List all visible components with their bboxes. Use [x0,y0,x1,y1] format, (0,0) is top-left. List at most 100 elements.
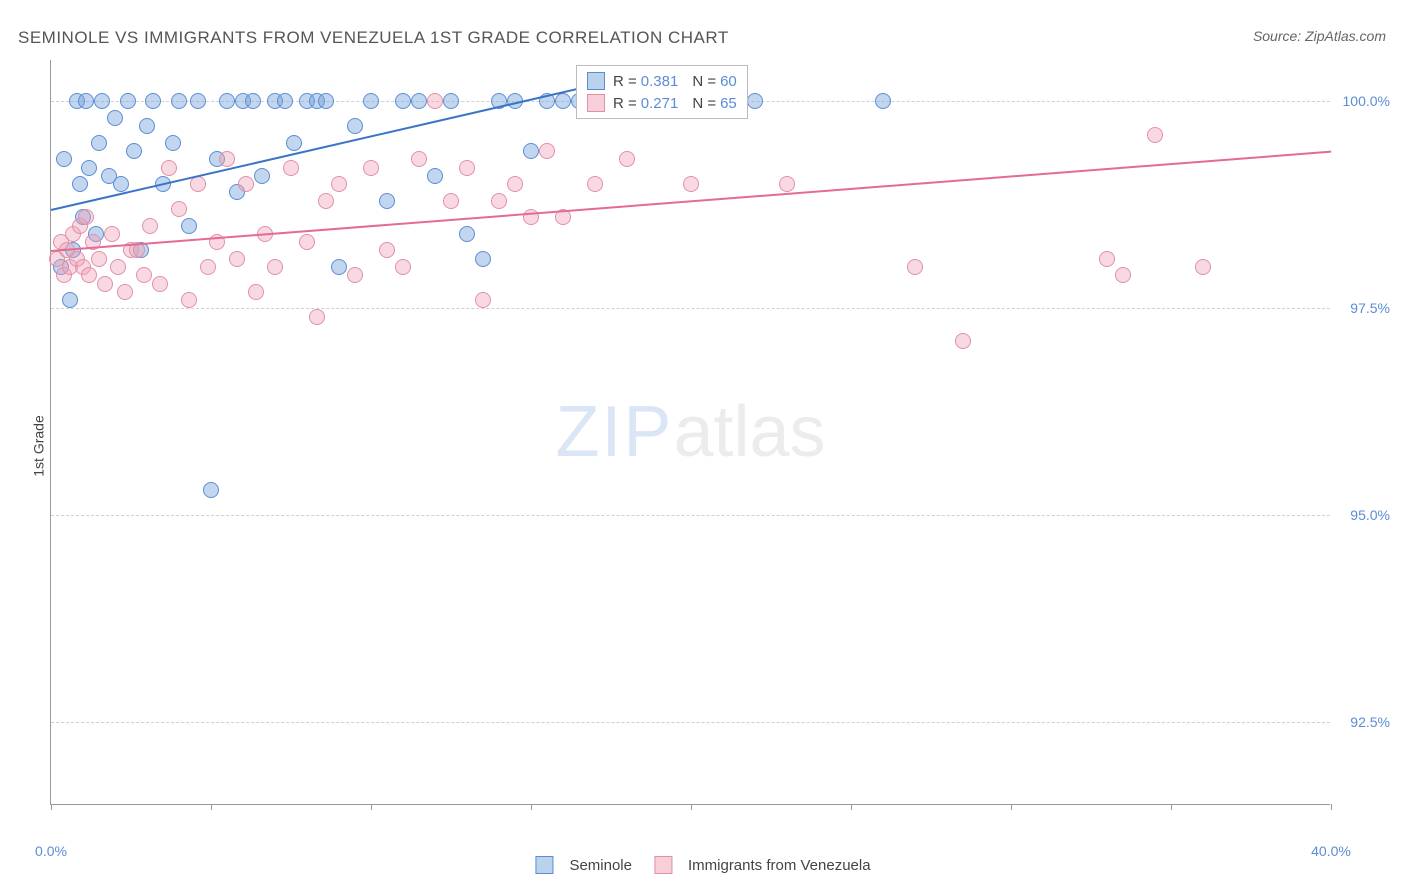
data-point-pink [181,292,197,308]
data-point-pink [190,176,206,192]
bottom-legend: Seminole Immigrants from Venezuela [535,856,870,874]
data-point-blue [459,226,475,242]
x-tick [51,804,52,810]
data-point-pink [318,193,334,209]
x-tick [691,804,692,810]
data-point-blue [190,93,206,109]
swatch-pink-icon [654,856,672,874]
data-point-blue [555,93,571,109]
watermark: ZIPatlas [555,391,825,473]
data-point-pink [331,176,347,192]
data-point-pink [104,226,120,242]
data-point-pink [117,284,133,300]
stats-row-seminole: R = 0.381 N = 60 [587,70,737,92]
x-tick [851,804,852,810]
data-point-blue [277,93,293,109]
data-point-blue [411,93,427,109]
data-point-pink [587,176,603,192]
data-point-pink [219,151,235,167]
data-point-blue [181,218,197,234]
data-point-pink [299,234,315,250]
data-point-blue [363,93,379,109]
data-point-blue [347,118,363,134]
data-point-pink [907,259,923,275]
data-point-pink [475,292,491,308]
data-point-blue [81,160,97,176]
data-point-blue [875,93,891,109]
data-point-blue [165,135,181,151]
data-point-pink [459,160,475,176]
gridline-h [51,722,1330,723]
data-point-pink [283,160,299,176]
data-point-blue [107,110,123,126]
data-point-pink [779,176,795,192]
data-point-blue [443,93,459,109]
data-point-pink [507,176,523,192]
data-point-blue [245,93,261,109]
data-point-pink [161,160,177,176]
data-point-pink [1099,251,1115,267]
data-point-pink [78,209,94,225]
data-point-pink [347,267,363,283]
data-point-pink [81,267,97,283]
y-tick-label: 100.0% [1343,93,1390,109]
data-point-pink [91,251,107,267]
data-point-blue [318,93,334,109]
data-point-blue [91,135,107,151]
data-point-pink [1195,259,1211,275]
data-point-blue [139,118,155,134]
data-point-blue [523,143,539,159]
data-point-blue [62,292,78,308]
data-point-blue [475,251,491,267]
data-point-pink [238,176,254,192]
data-point-pink [379,242,395,258]
x-tick [531,804,532,810]
data-point-pink [427,93,443,109]
data-point-blue [120,93,136,109]
data-point-pink [136,267,152,283]
data-point-pink [171,201,187,217]
data-point-blue [72,176,88,192]
gridline-h [51,515,1330,516]
legend-item-seminole: Seminole [535,856,632,874]
data-point-pink [200,259,216,275]
data-point-pink [363,160,379,176]
data-point-blue [126,143,142,159]
data-point-blue [379,193,395,209]
source-attribution: Source: ZipAtlas.com [1253,28,1386,44]
data-point-blue [113,176,129,192]
data-point-pink [229,251,245,267]
data-point-pink [539,143,555,159]
data-point-pink [683,176,699,192]
x-tick [1171,804,1172,810]
x-tick-label: 0.0% [35,843,67,859]
chart-title: SEMINOLE VS IMMIGRANTS FROM VENEZUELA 1S… [18,28,729,48]
data-point-pink [395,259,411,275]
stats-row-venezuela: R = 0.271 N = 65 [587,92,737,114]
data-point-pink [955,333,971,349]
x-tick-label: 40.0% [1311,843,1351,859]
data-point-blue [331,259,347,275]
y-tick-label: 95.0% [1350,507,1390,523]
data-point-blue [286,135,302,151]
data-point-pink [443,193,459,209]
data-point-blue [254,168,270,184]
data-point-pink [142,218,158,234]
data-point-pink [619,151,635,167]
data-point-blue [747,93,763,109]
data-point-pink [411,151,427,167]
x-tick [211,804,212,810]
data-point-blue [219,93,235,109]
data-point-blue [203,482,219,498]
data-point-pink [152,276,168,292]
data-point-pink [1115,267,1131,283]
data-point-blue [427,168,443,184]
x-tick [371,804,372,810]
data-point-pink [267,259,283,275]
data-point-blue [94,93,110,109]
data-point-pink [1147,127,1163,143]
y-tick-label: 92.5% [1350,714,1390,730]
x-tick [1331,804,1332,810]
data-point-pink [491,193,507,209]
legend-item-venezuela: Immigrants from Venezuela [654,856,871,874]
